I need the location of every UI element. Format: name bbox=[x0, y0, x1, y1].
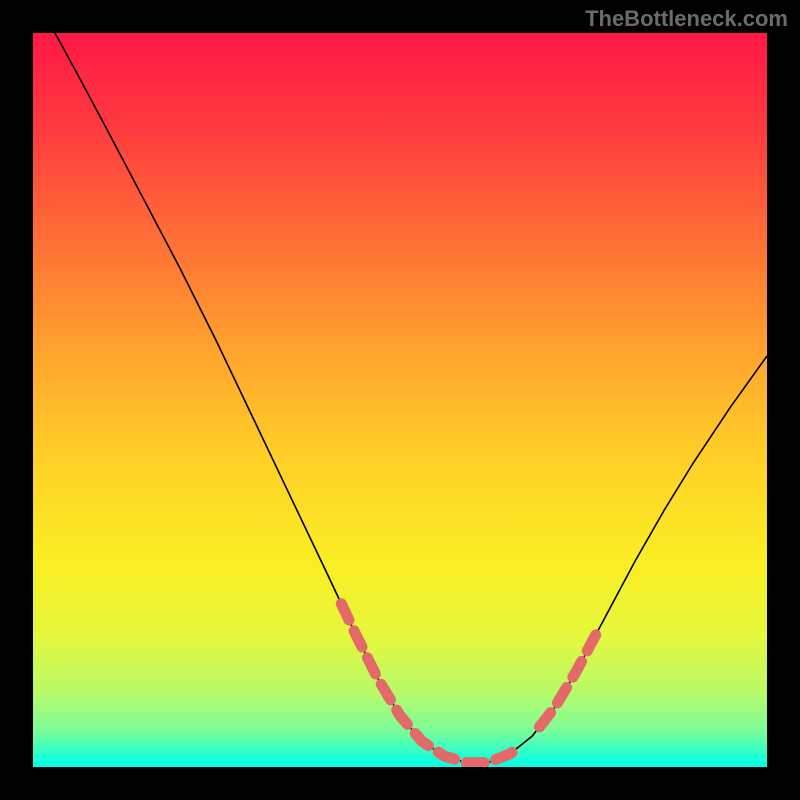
canvas-root: TheBottleneck.com bbox=[0, 0, 800, 800]
chart-background bbox=[33, 33, 767, 767]
watermark-text: TheBottleneck.com bbox=[585, 6, 788, 32]
chart-plot-area bbox=[33, 33, 767, 767]
chart-svg bbox=[33, 33, 767, 767]
